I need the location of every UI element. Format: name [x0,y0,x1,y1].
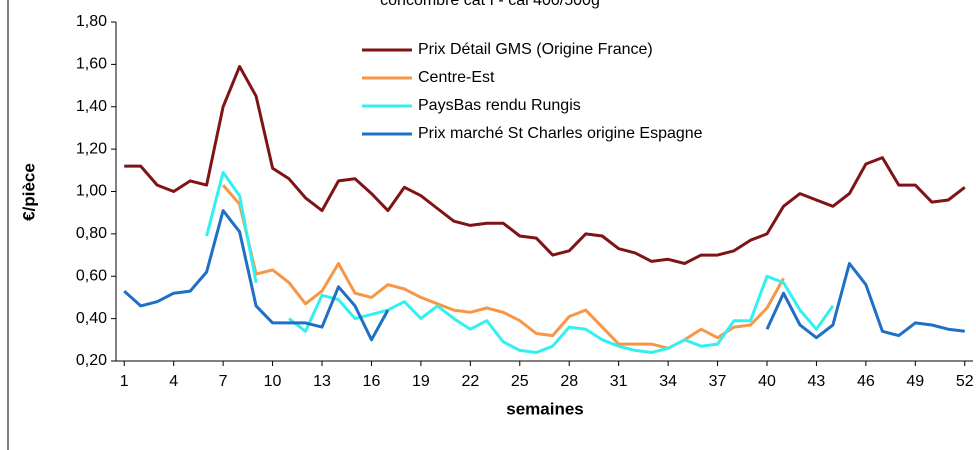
x-tick-label: 40 [758,373,776,390]
y-tick-label: 0,40 [76,310,107,327]
y-tick-label: 1,60 [76,56,107,73]
x-tick-label: 37 [709,373,727,390]
y-tick-label: 0,80 [76,225,107,242]
y-tick-label: 0,60 [76,267,107,284]
series-line [123,209,965,342]
y-tick-label: 1,40 [76,98,107,115]
series-line [205,170,835,354]
x-axis-label: semaines [506,399,584,418]
legend-label: Prix Détail GMS (Origine France) [418,41,653,58]
legend-label: Centre-Est [418,69,495,86]
x-tick-label: 49 [906,373,924,390]
series-line [124,65,966,265]
x-tick-label: 7 [219,373,228,390]
x-tick-label: 25 [511,373,529,390]
x-tick-label: 16 [363,373,381,390]
legend-label: Prix marché St Charles origine Espagne [418,125,703,142]
x-tick-label: 31 [610,373,628,390]
legend-label: PaysBas rendu Rungis [418,97,581,114]
x-tick-label: 28 [560,373,578,390]
x-tick-label: 52 [956,373,974,390]
chart-title: concombre cat I - cal 400/500g [380,0,600,9]
x-tick-label: 43 [808,373,826,390]
y-axis-label: €/pièce [19,163,38,221]
series-line [221,184,785,350]
x-tick-label: 10 [264,373,282,390]
y-tick-label: 1,80 [76,13,107,30]
y-tick-label: 1,00 [76,183,107,200]
x-tick-label: 46 [857,373,875,390]
x-tick-label: 34 [659,373,677,390]
x-tick-label: 1 [120,373,129,390]
x-tick-label: 4 [169,373,178,390]
x-tick-label: 19 [412,373,430,390]
x-tick-label: 22 [461,373,479,390]
x-tick-label: 13 [313,373,331,390]
y-tick-label: 1,20 [76,140,107,157]
y-tick-label: 0,20 [76,352,107,369]
